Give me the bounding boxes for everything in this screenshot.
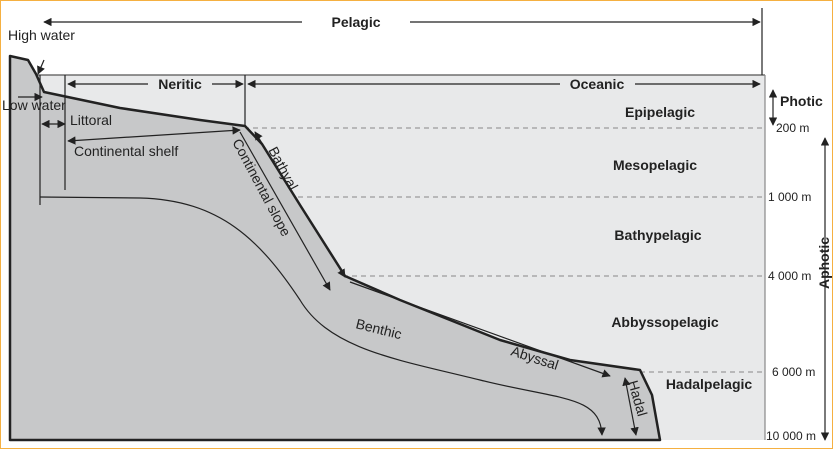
- zone: Bathypelagic: [614, 227, 701, 243]
- label: Pelagic: [331, 14, 380, 30]
- label: Continental shelf: [74, 143, 178, 159]
- depth: 4 000 m: [768, 269, 811, 283]
- zone: Epipelagic: [625, 104, 695, 120]
- depth: 10 000 m: [766, 429, 816, 443]
- zone: Abbyssopelagic: [611, 314, 719, 330]
- zone: Mesopelagic: [613, 157, 697, 173]
- label: Oceanic: [570, 76, 625, 92]
- label: Littoral: [70, 112, 112, 128]
- zone-lines: [18, 8, 830, 441]
- depth: 6 000 m: [772, 365, 815, 379]
- label: Neritic: [158, 76, 202, 92]
- depth: 1 000 m: [768, 190, 811, 204]
- label: High water: [8, 27, 75, 43]
- label: Low water: [2, 97, 66, 113]
- light-zone: Aphotic: [816, 237, 832, 289]
- zone: Hadalpelagic: [666, 376, 753, 392]
- depth: 200 m: [776, 121, 809, 135]
- light-zone: Photic: [780, 93, 823, 109]
